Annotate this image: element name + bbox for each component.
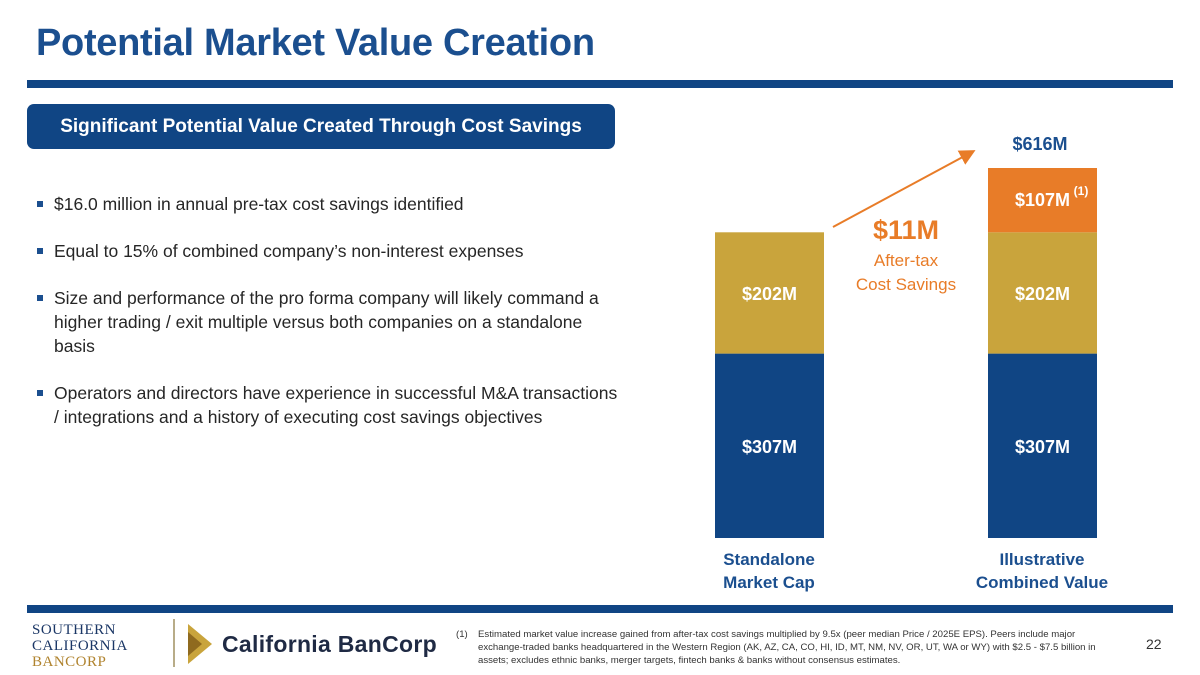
- logo-left-line: BANCORP: [32, 654, 106, 669]
- footnote-number: (1): [456, 629, 468, 640]
- logo-wordmark: California BanCorp: [222, 630, 437, 657]
- total-label: $616M: [1012, 134, 1067, 154]
- southern-california-bancorp-logo: SOUTHERN CALIFORNIA BANCORP: [32, 622, 128, 669]
- footnote-marker: (1): [1074, 184, 1089, 198]
- bar-value-label: $202M: [1015, 284, 1070, 304]
- bar-value-label: $307M: [742, 437, 797, 457]
- bar-value-label: $202M: [742, 284, 797, 304]
- logo-left-line: SOUTHERN: [32, 622, 116, 638]
- annotation-line1: After-tax: [874, 251, 939, 270]
- bullet-item: Equal to 15% of combined company’s non-i…: [36, 239, 621, 263]
- bar-segment: [715, 232, 824, 354]
- bullet-item: $16.0 million in annual pre-tax cost sav…: [36, 192, 621, 216]
- bar-segment: [988, 353, 1097, 538]
- california-bancorp-logo: California BanCorp: [188, 624, 437, 664]
- footnote: (1) Estimated market value increase gain…: [456, 628, 1096, 667]
- section-header-label: Significant Potential Value Created Thro…: [60, 115, 582, 137]
- growth-arrow: [832, 150, 976, 228]
- logo-left-line: CALIFORNIA: [32, 638, 128, 654]
- category-label: Standalone: [723, 550, 815, 569]
- footnote-text: Estimated market value increase gained f…: [478, 629, 1096, 666]
- bar-segment: [988, 232, 1097, 354]
- category-label: Illustrative: [999, 550, 1084, 569]
- bullet-item: Operators and directors have experience …: [36, 381, 621, 429]
- bullet-list: $16.0 million in annual pre-tax cost sav…: [36, 192, 621, 452]
- category-label: Market Cap: [723, 573, 815, 592]
- annotation-value: $11M: [873, 215, 939, 245]
- category-label: Combined Value: [976, 573, 1108, 592]
- bar-value-label: $307M: [1015, 437, 1070, 457]
- page-title: Potential Market Value Creation: [36, 22, 595, 64]
- bar-segment: [988, 168, 1097, 233]
- bar-value-label: $107M: [1015, 190, 1070, 210]
- logo-divider: [173, 619, 175, 667]
- page-number: 22: [1146, 636, 1162, 652]
- section-header: Significant Potential Value Created Thro…: [27, 104, 615, 149]
- bottom-divider: [27, 605, 1173, 613]
- annotation-line2: Cost Savings: [856, 275, 956, 294]
- bullet-item: Size and performance of the pro forma co…: [36, 286, 621, 358]
- chevron-emblem-icon: [188, 624, 212, 664]
- top-divider: [27, 80, 1173, 88]
- bar-segment: [715, 353, 824, 538]
